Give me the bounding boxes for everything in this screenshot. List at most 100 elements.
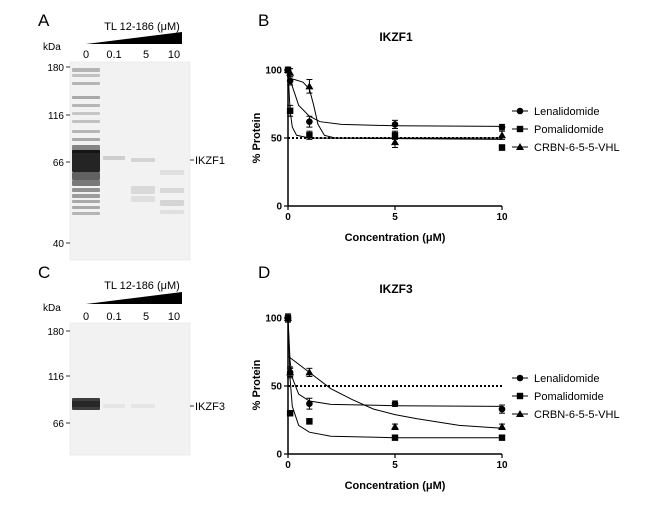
data-point <box>391 434 399 441</box>
y-tick-label: 50 <box>271 134 283 145</box>
gel-band <box>72 74 100 77</box>
panel-letter-a: A <box>38 11 50 30</box>
legend-entry: Lenalidomide <box>512 106 599 118</box>
data-point <box>391 132 399 139</box>
gel-panel-a: TL 12-186 (μM) kDa 0 0.1 5 10 180 116 66… <box>43 21 225 261</box>
gel-band <box>160 170 184 175</box>
fit-curve <box>287 317 503 407</box>
x-tick-label: 10 <box>496 460 508 471</box>
gel-band <box>131 196 155 202</box>
data-point <box>306 400 313 407</box>
data-point <box>306 132 313 139</box>
gel-band <box>72 96 100 99</box>
legend-label: CRBN-6-5-5-VHL <box>534 142 620 154</box>
fit-curve <box>287 69 503 127</box>
x-tick-label: 5 <box>392 212 398 223</box>
gel-c-blot <box>69 322 191 456</box>
data-point <box>305 82 314 90</box>
gel-panel-c: TL 12-186 (μM) kDa 0 0.1 5 10 180 116 66… <box>43 280 225 456</box>
fit-curve <box>287 355 503 429</box>
gel-a-marker-label: 66 <box>53 158 65 169</box>
y-tick-label: 50 <box>271 382 283 393</box>
legend-label: CRBN-6-5-5-VHL <box>534 409 620 421</box>
y-tick-label: 100 <box>265 66 282 77</box>
legend-label: Lenalidomide <box>534 106 599 118</box>
data-point <box>391 138 399 146</box>
data-point <box>286 368 295 376</box>
y-tick-label: 0 <box>276 202 282 213</box>
gel-band <box>72 212 100 215</box>
y-tick-label: 100 <box>265 314 282 325</box>
series-circle <box>284 313 506 414</box>
gel-c-markers: 180 116 66 <box>47 327 70 430</box>
legend-entry: CRBN-6-5-5-VHL <box>512 142 620 154</box>
fit-curve <box>287 317 502 439</box>
gel-a-band-label: IKZF1 <box>195 155 225 167</box>
gel-c-lanes <box>72 398 155 410</box>
data-point <box>516 143 524 150</box>
data-point <box>286 410 294 417</box>
gel-band <box>160 188 184 193</box>
data-point <box>391 400 399 407</box>
legend-label: Lenalidomide <box>534 373 599 385</box>
gel-a-lane-label: 5 <box>143 49 149 61</box>
x-tick-label: 0 <box>285 460 291 471</box>
gel-a-lane-label: 0.1 <box>106 49 121 61</box>
series-circle <box>284 66 506 131</box>
gel-c-unit: kDa <box>43 303 61 314</box>
gel-a-unit: kDa <box>43 42 61 53</box>
x-axis-label: Concentration (μM) <box>345 232 446 244</box>
gel-a-markers: 180 116 66 40 <box>47 63 70 250</box>
y-axis-label: % Protein <box>251 112 263 163</box>
gel-a-marker-label: 116 <box>48 111 64 122</box>
panel-letter-c: C <box>38 263 50 282</box>
y-axis-label: % Protein <box>251 359 263 410</box>
fit-curve <box>287 77 502 139</box>
gel-c-lane-label: 10 <box>168 311 180 323</box>
gel-c-concentration-wedge <box>86 292 182 304</box>
gel-band <box>72 130 100 133</box>
data-point <box>516 392 524 400</box>
panel-letter-b: B <box>258 11 269 30</box>
gel-band <box>72 82 100 85</box>
gel-band <box>72 120 100 123</box>
x-tick-label: 0 <box>285 212 291 223</box>
data-point <box>498 131 506 139</box>
gel-band <box>131 404 155 408</box>
chart-title: IKZF1 <box>379 30 413 44</box>
x-tick-label: 10 <box>496 212 508 223</box>
legend-label: Pomalidomide <box>534 391 604 403</box>
gel-band <box>160 200 184 206</box>
gel-band <box>160 210 184 214</box>
chart-ikzf1: IKZF1 % Protein Concentration (μM) 05010… <box>251 30 620 244</box>
gel-band <box>72 398 100 410</box>
data-point <box>498 422 506 430</box>
fit-curve <box>287 69 503 140</box>
legend-entry: CRBN-6-5-5-VHL <box>512 409 620 421</box>
gel-band <box>72 138 100 141</box>
data-point <box>498 434 506 441</box>
gel-c-lane-label: 0.1 <box>106 311 121 323</box>
gel-band <box>72 172 100 180</box>
legend-entry: Pomalidomide <box>512 391 604 403</box>
gel-band <box>72 150 100 172</box>
gel-band <box>131 158 155 162</box>
gel-a-marker-label: 40 <box>53 239 65 250</box>
gel-a-lane-label: 10 <box>168 49 180 61</box>
x-axis-label: Concentration (μM) <box>345 480 446 492</box>
gel-c-marker-label: 66 <box>53 419 65 430</box>
data-point <box>305 368 314 376</box>
series-square <box>284 313 506 441</box>
gel-c-marker-label: 180 <box>47 327 64 338</box>
gel-band <box>103 156 125 160</box>
gel-c-marker-label: 116 <box>48 372 64 383</box>
gel-band <box>72 180 100 186</box>
data-point <box>516 125 524 133</box>
gel-band <box>72 194 100 198</box>
legend-entry: Pomalidomide <box>512 124 604 136</box>
series-triangle <box>284 66 506 149</box>
data-point <box>306 418 313 425</box>
gel-band <box>72 104 100 107</box>
gel-a-lane-label: 0 <box>83 49 89 61</box>
